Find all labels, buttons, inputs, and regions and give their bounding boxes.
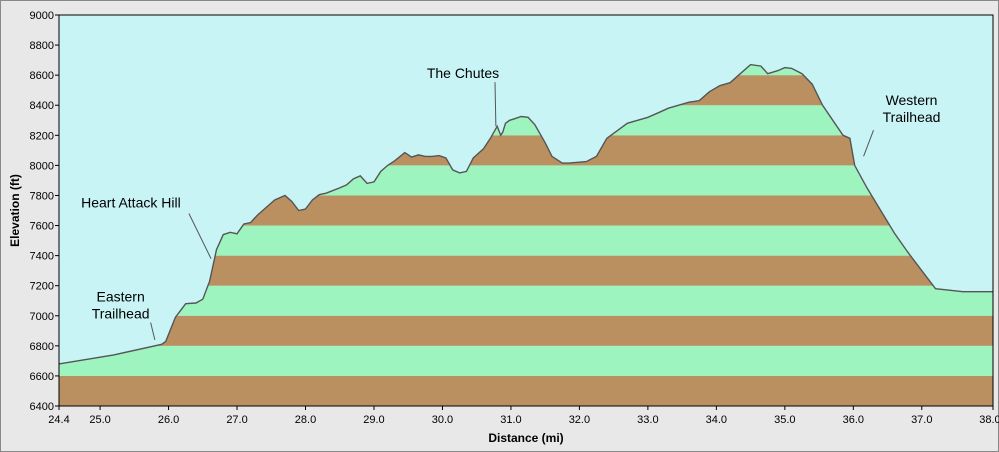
y-tick-label: 7400	[30, 251, 54, 263]
y-tick-label: 9000	[30, 10, 54, 22]
y-tick-label: 7600	[30, 221, 54, 233]
plot-border	[58, 14, 994, 407]
x-tick-label: 38.04	[979, 414, 999, 426]
elevation-profile-line	[58, 63, 993, 365]
x-tick-label: 33.0	[637, 414, 658, 426]
x-tick-label: 31.0	[500, 414, 521, 426]
x-tick-label: 29.0	[363, 414, 384, 426]
elevation-band	[59, 375, 993, 406]
x-tick-label: 32.0	[569, 414, 590, 426]
y-tick-label: 8800	[30, 40, 54, 52]
annotation-leader-line	[150, 322, 156, 340]
y-tick-label: 6400	[30, 401, 54, 413]
x-tick-label: 24.4	[48, 414, 69, 426]
x-tick-label: 37.0	[911, 414, 932, 426]
elevation-band	[59, 315, 993, 346]
x-tick-label: 25.0	[89, 414, 110, 426]
annotation-text: Western	[886, 92, 938, 108]
elevation-band	[59, 285, 993, 316]
y-tick-label: 6800	[30, 341, 54, 353]
y-tick-label: 8000	[30, 160, 54, 172]
elevation-band	[59, 345, 993, 376]
y-tick-label: 7200	[30, 281, 54, 293]
annotation: The Chutes	[427, 65, 499, 127]
annotation: Heart Attack Hill	[81, 194, 212, 259]
annotation-text: Heart Attack Hill	[81, 194, 181, 210]
annotation-leader-line	[494, 82, 497, 127]
annotation-text: Trailhead	[92, 305, 150, 321]
y-tick-label: 6600	[30, 371, 54, 383]
x-axis-label: Distance (mi)	[488, 431, 563, 445]
x-tick-label: 34.0	[706, 414, 727, 426]
y-axis-ticks: 6400 6600 6800 7000 7200 7400 7600 7800 8000 8200…	[30, 10, 59, 413]
annotation-text: The Chutes	[427, 65, 499, 81]
y-tick-label: 8400	[30, 100, 54, 112]
x-tick-label: 26.0	[158, 414, 179, 426]
y-axis-label: Elevation (ft)	[8, 174, 22, 247]
y-tick-label: 7800	[30, 190, 54, 202]
y-tick-label: 8600	[30, 70, 54, 82]
x-tick-label: 27.0	[226, 414, 247, 426]
annotation-leader-line	[188, 213, 212, 259]
annotation-leader-line	[863, 130, 874, 157]
x-tick-label: 35.0	[774, 414, 795, 426]
x-tick-label: 36.0	[843, 414, 864, 426]
y-tick-label: 8200	[30, 130, 54, 142]
annotation-text: Trailhead	[883, 109, 941, 125]
x-axis-ticks: 24.4 25.0 26.0 27.0 28.0 29.0 30.0 31.0 32.0 33.0…	[48, 406, 999, 426]
y-tick-label: 7000	[30, 311, 54, 323]
x-tick-label: 30.0	[432, 414, 453, 426]
annotation-text: Eastern	[97, 288, 145, 304]
x-tick-label: 28.0	[295, 414, 316, 426]
